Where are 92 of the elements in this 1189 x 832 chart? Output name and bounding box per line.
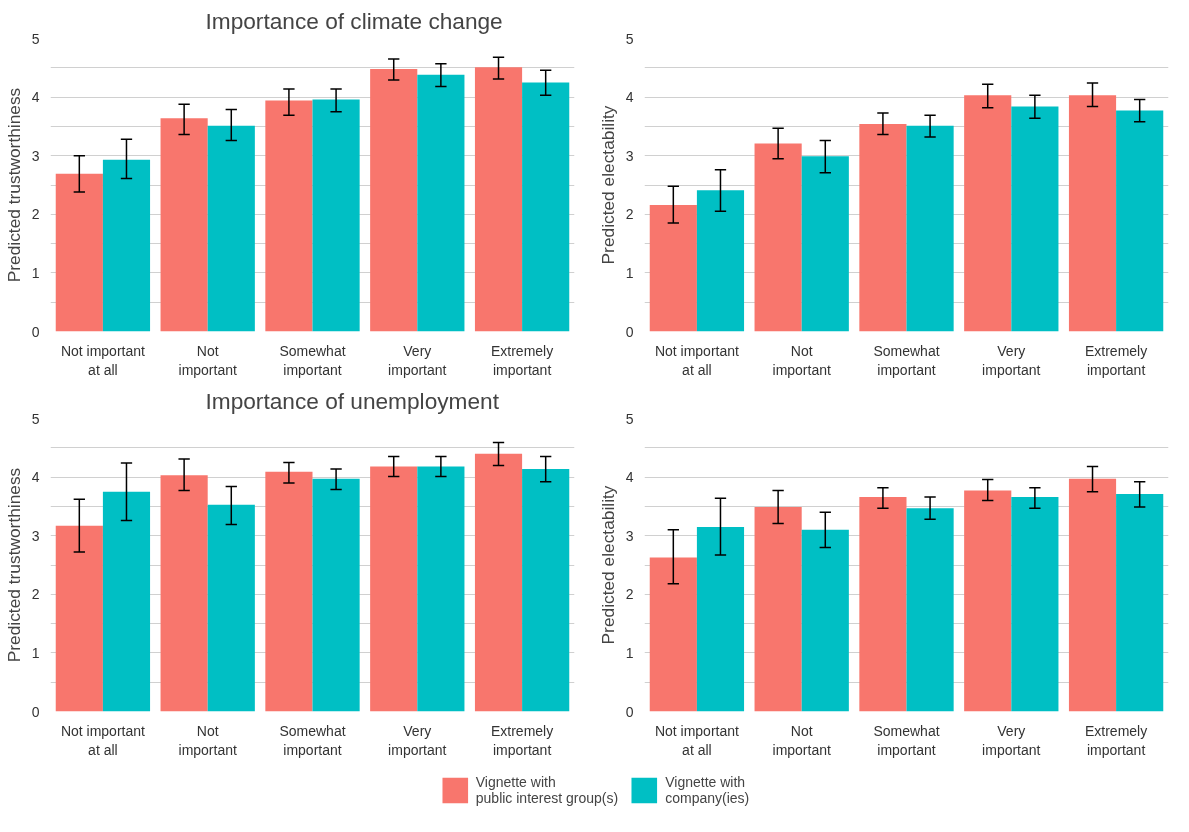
bar xyxy=(207,125,255,332)
bar xyxy=(1116,494,1164,712)
bar xyxy=(754,506,802,712)
bar xyxy=(160,475,208,712)
bar xyxy=(417,74,465,332)
bar xyxy=(906,508,954,712)
chart-title: Importance of unemployment xyxy=(205,387,500,414)
x-tick-label: Very important xyxy=(388,722,447,758)
bar xyxy=(1011,106,1059,332)
y-tick-label: 0 xyxy=(625,703,634,720)
x-tick-label: Not important at all xyxy=(60,342,146,378)
x-tick-label: Extremely important xyxy=(490,342,554,378)
x-tick-label: Not important at all xyxy=(654,722,740,758)
y-tick-label: 2 xyxy=(625,206,634,223)
bar xyxy=(522,82,570,332)
x-tick-label: Very important xyxy=(982,342,1041,378)
y-axis-title: Predicted electability xyxy=(597,105,618,265)
x-tick-label: Extremely important xyxy=(1084,722,1148,758)
bar xyxy=(696,190,745,332)
y-axis-title: Predicted trustworthiness xyxy=(3,467,24,663)
x-tick-label: Not important xyxy=(178,342,237,378)
chart-title: Importance of climate change xyxy=(205,7,503,34)
y-tick-label: 2 xyxy=(625,586,634,603)
bar xyxy=(370,68,418,332)
y-tick-label: 4 xyxy=(31,469,40,486)
bar xyxy=(55,173,103,332)
x-tick-label: Not important xyxy=(772,722,831,758)
y-tick-label: 3 xyxy=(625,147,634,164)
legend-label: Vignette with public interest group(s) xyxy=(475,774,619,806)
bar xyxy=(265,100,313,332)
bar xyxy=(474,67,523,332)
bar xyxy=(906,125,954,332)
bar xyxy=(649,204,697,332)
bar xyxy=(417,466,465,712)
y-tick-label: 4 xyxy=(625,89,634,106)
x-tick-label: Not important xyxy=(772,342,831,378)
x-tick-label: Somewhat important xyxy=(279,342,346,378)
y-tick-label: 1 xyxy=(625,264,634,281)
bar xyxy=(754,143,802,332)
y-tick-label: 1 xyxy=(31,264,40,281)
bar xyxy=(55,525,103,712)
bar xyxy=(370,466,418,712)
y-tick-label: 3 xyxy=(625,527,634,544)
y-tick-label: 5 xyxy=(31,30,40,47)
bar xyxy=(102,159,151,332)
y-tick-label: 5 xyxy=(31,410,40,427)
x-tick-label: Not important at all xyxy=(60,722,146,758)
bar xyxy=(160,118,208,332)
x-tick-label: Somewhat important xyxy=(873,722,940,758)
bar xyxy=(859,124,907,332)
bar xyxy=(801,529,849,712)
legend-label: Vignette with company(ies) xyxy=(665,774,750,806)
y-tick-label: 3 xyxy=(31,527,40,544)
bar xyxy=(102,491,151,712)
y-tick-label: 0 xyxy=(31,323,40,340)
bar xyxy=(522,468,570,712)
x-tick-label: Somewhat important xyxy=(279,722,346,758)
bar xyxy=(964,490,1012,712)
y-tick-label: 1 xyxy=(31,644,40,661)
y-tick-label: 1 xyxy=(625,644,634,661)
bar xyxy=(265,471,313,712)
y-axis-title: Predicted trustworthiness xyxy=(3,87,24,283)
bar xyxy=(474,453,523,712)
x-tick-label: Not important xyxy=(178,722,237,758)
y-tick-label: 2 xyxy=(31,586,40,603)
y-tick-label: 3 xyxy=(31,147,40,164)
x-tick-label: Very important xyxy=(982,722,1041,758)
y-tick-label: 2 xyxy=(31,206,40,223)
y-tick-label: 5 xyxy=(625,30,634,47)
y-tick-label: 4 xyxy=(625,469,634,486)
x-tick-label: Very important xyxy=(388,342,447,378)
x-tick-label: Not important at all xyxy=(654,342,740,378)
bar xyxy=(1068,95,1117,332)
bar xyxy=(1011,497,1059,712)
x-tick-label: Somewhat important xyxy=(873,342,940,378)
y-tick-label: 4 xyxy=(31,89,40,106)
bar xyxy=(1068,478,1117,712)
x-tick-label: Extremely important xyxy=(490,722,554,758)
bar xyxy=(649,557,697,712)
bar xyxy=(312,478,360,712)
bar xyxy=(312,99,360,332)
bar xyxy=(859,497,907,712)
y-tick-label: 0 xyxy=(31,703,40,720)
y-tick-label: 5 xyxy=(625,410,634,427)
bar xyxy=(696,526,745,712)
y-tick-label: 0 xyxy=(625,323,634,340)
bar xyxy=(801,156,849,332)
y-axis-title: Predicted electability xyxy=(597,485,618,645)
bar xyxy=(964,95,1012,332)
bar xyxy=(1116,110,1164,332)
bar xyxy=(207,504,255,712)
x-tick-label: Extremely important xyxy=(1084,342,1148,378)
